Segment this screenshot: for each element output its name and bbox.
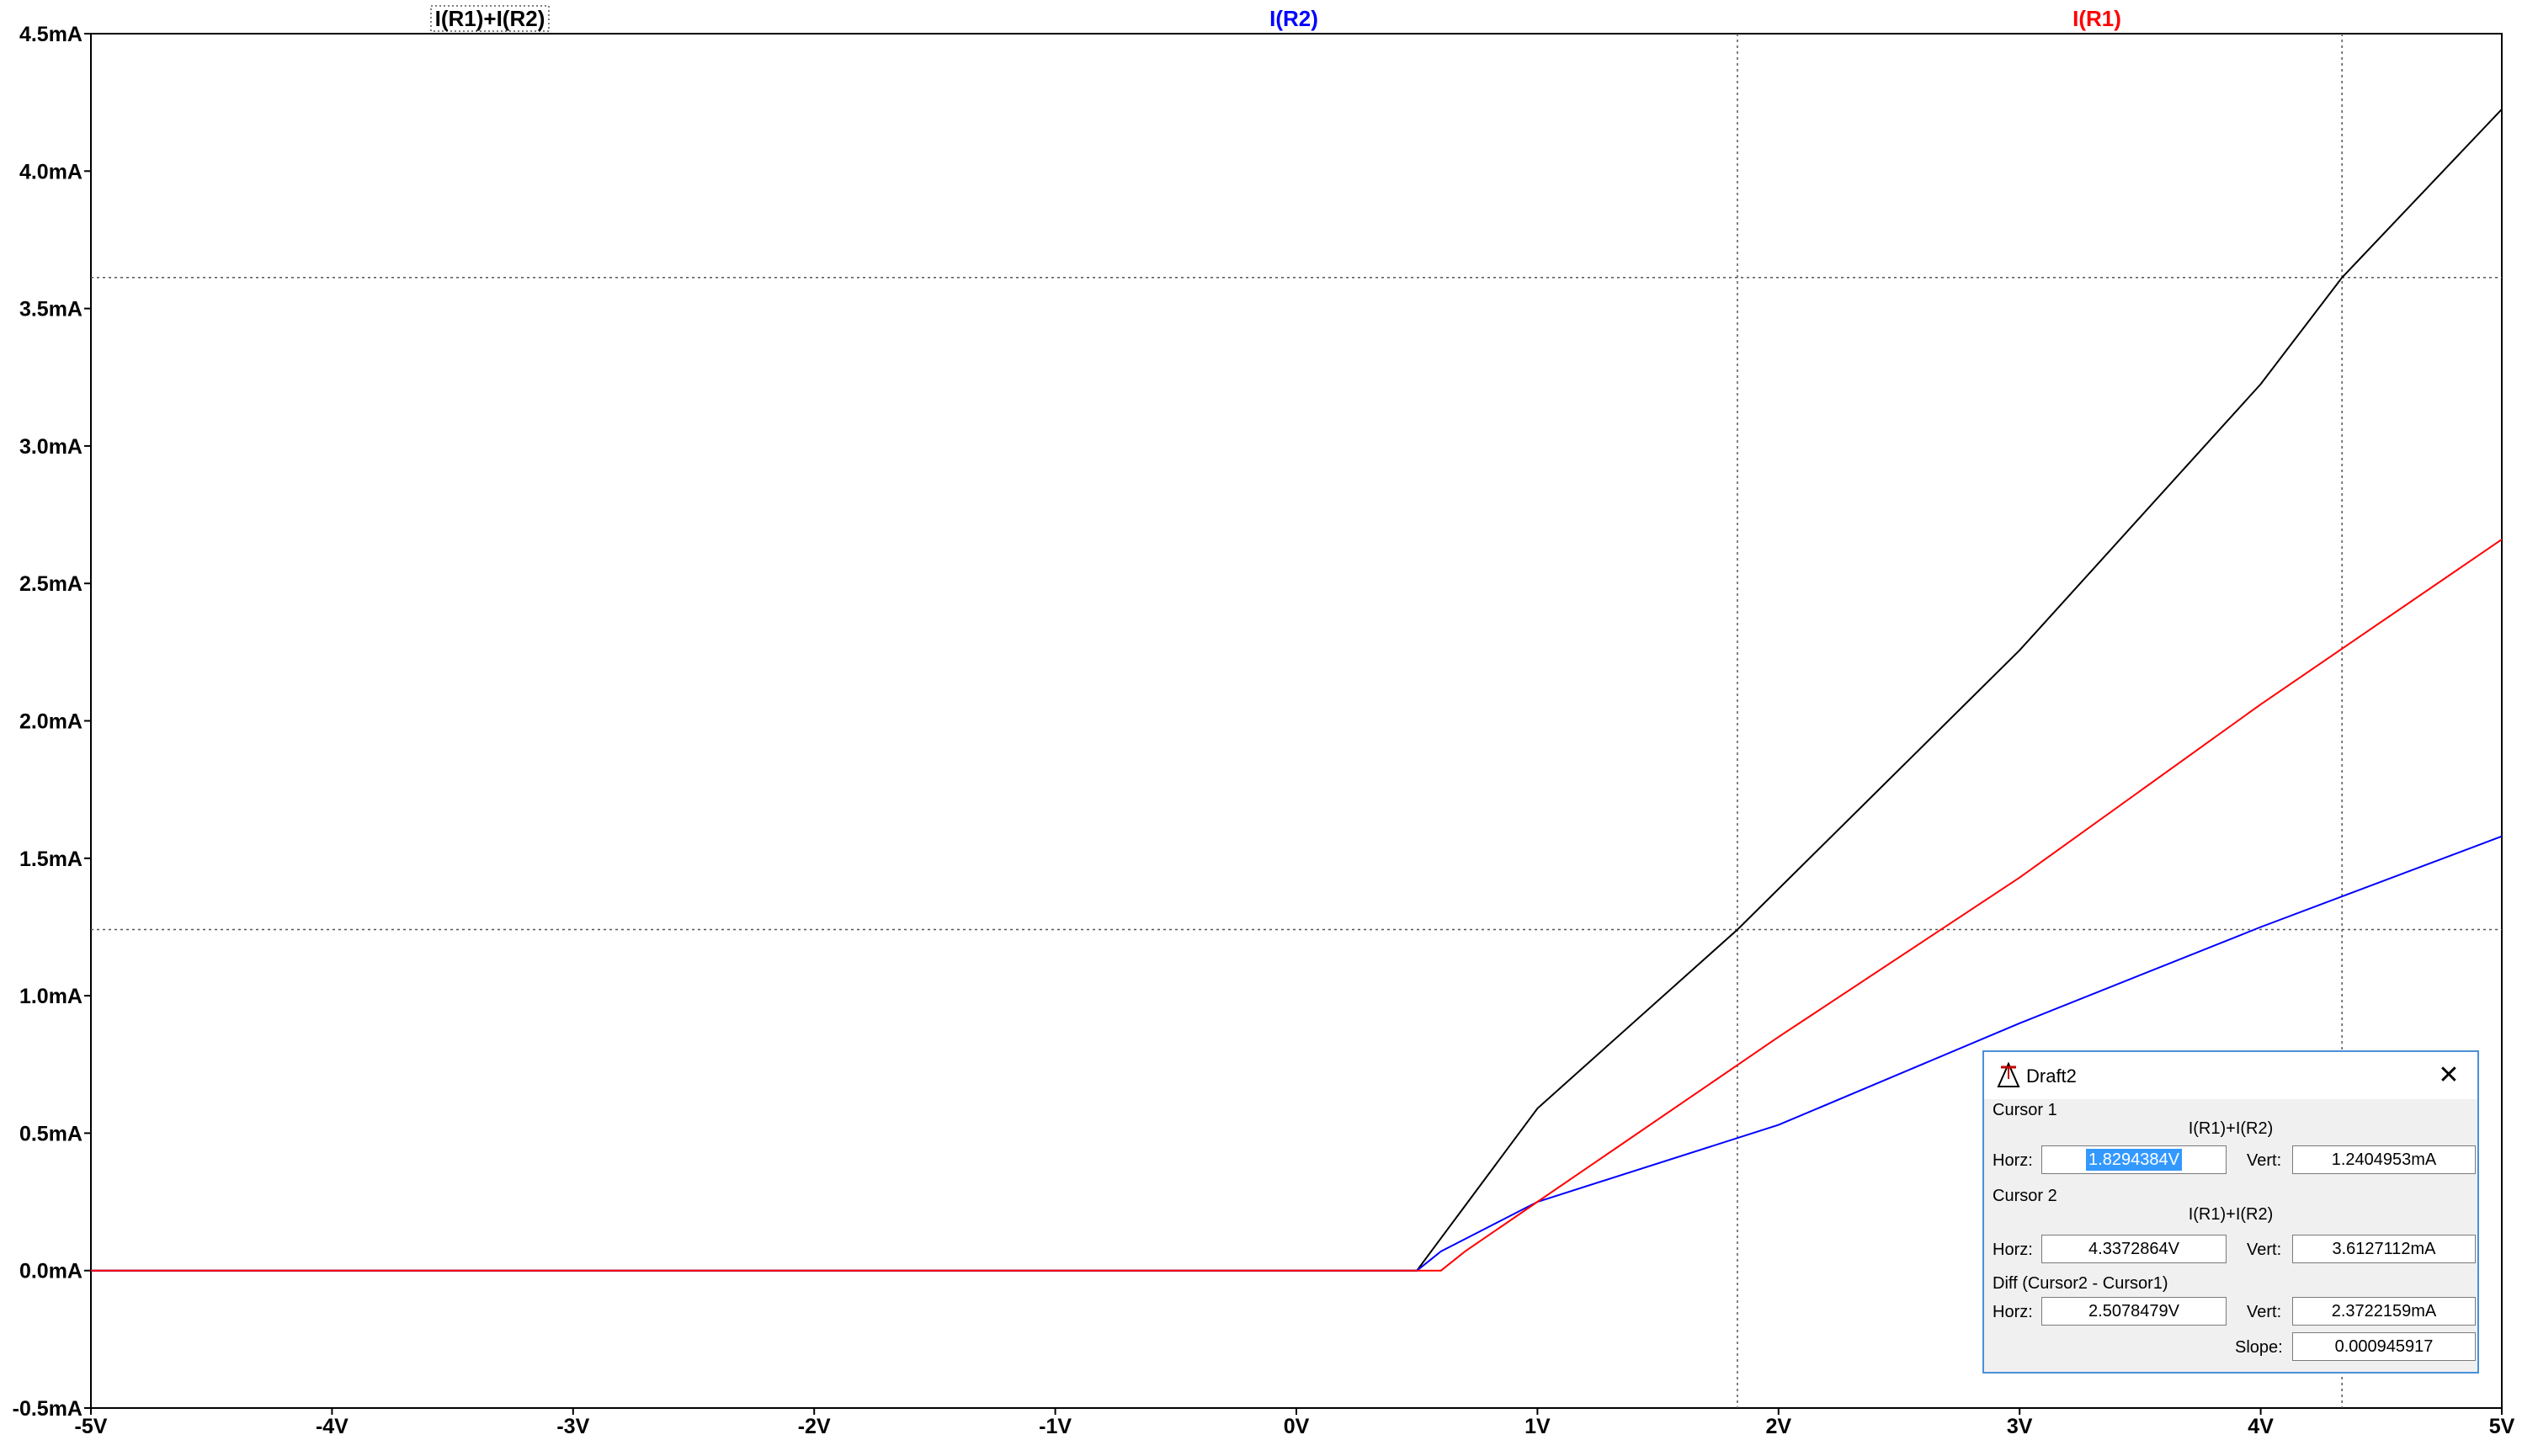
y-tick-label: 3.5mA	[19, 298, 82, 321]
dialog-titlebar[interactable]: Draft2 ✕	[1984, 1052, 2477, 1099]
trace-label[interactable]: I(R1)	[2072, 6, 2121, 31]
x-tick-label: 0V	[1284, 1415, 1310, 1438]
cursor2-vert-label: Vert:	[2247, 1241, 2282, 1259]
trace-i-r2-[interactable]	[91, 835, 2503, 1272]
cursor1-vert-label: Vert:	[2247, 1151, 2282, 1170]
trace-i-r1-i-r2-[interactable]	[91, 109, 2503, 1272]
y-tick-label: 4.5mA	[19, 23, 82, 46]
cursor1-horz-value[interactable]: 1.8294384V	[2086, 1149, 2182, 1171]
cursor2-horz-label: Horz:	[1993, 1241, 2033, 1259]
cursor2-vert-field[interactable]: 3.6127112mA	[2292, 1235, 2476, 1263]
ltspice-app-icon	[1997, 1061, 2020, 1087]
cursor2-horz-field[interactable]: 4.3372864V	[2041, 1235, 2227, 1263]
trace-label[interactable]: I(R2)	[1269, 6, 1318, 31]
y-tick-label: 2.5mA	[19, 572, 82, 596]
cursor2-trace: I(R1)+I(R2)	[2188, 1205, 2274, 1224]
x-tick-label: 3V	[2007, 1415, 2033, 1438]
cursor1-trace: I(R1)+I(R2)	[2188, 1119, 2274, 1138]
cursor1-vert-field[interactable]: 1.2404953mA	[2292, 1145, 2476, 1174]
y-tick-label: 2.0mA	[19, 710, 82, 734]
x-tick-label: -2V	[798, 1415, 831, 1438]
diff-vert-field[interactable]: 2.3722159mA	[2292, 1297, 2476, 1326]
diff-horz-field[interactable]: 2.5078479V	[2041, 1297, 2227, 1326]
y-tick-label: 3.0mA	[19, 435, 82, 459]
trace-i-r1-[interactable]	[91, 539, 2503, 1272]
slope-field[interactable]: 0.000945917	[2292, 1332, 2476, 1361]
x-tick-label: -3V	[556, 1415, 589, 1438]
x-tick-label: 2V	[1766, 1415, 1792, 1438]
y-tick-label: 4.0mA	[19, 160, 82, 183]
diff-horz-label: Horz:	[1993, 1303, 2033, 1321]
y-tick-label: 0.5mA	[19, 1122, 82, 1145]
x-tick-label: -5V	[75, 1415, 108, 1438]
x-tick-label: 1V	[1524, 1415, 1551, 1438]
y-tick-label: 1.5mA	[19, 848, 82, 871]
cursor1-label: Cursor 1	[1993, 1101, 2057, 1119]
x-tick-label: -4V	[316, 1415, 349, 1438]
close-icon[interactable]: ✕	[2438, 1061, 2460, 1089]
trace-label[interactable]: I(R1)+I(R2)	[435, 6, 545, 31]
cursor1-horz-label: Horz:	[1993, 1151, 2033, 1170]
x-tick-label: -1V	[1039, 1415, 1072, 1438]
diff-label: Diff (Cursor2 - Cursor1)	[1993, 1274, 2168, 1293]
diff-vert-label: Vert:	[2247, 1303, 2282, 1321]
dialog-title: Draft2	[2026, 1065, 2077, 1087]
cursor1-horz-field[interactable]: 1.8294384V	[2041, 1145, 2227, 1174]
x-tick-label: 5V	[2489, 1415, 2515, 1438]
trace-label-selection-box	[430, 5, 550, 32]
cursor-dialog[interactable]: Draft2 ✕ Cursor 1 I(R1)+I(R2) Horz: 1.82…	[1982, 1050, 2479, 1374]
x-tick-label: 4V	[2248, 1415, 2274, 1438]
y-tick-label: 0.0mA	[19, 1260, 82, 1283]
slope-label: Slope:	[2235, 1338, 2283, 1357]
y-tick-label: 1.0mA	[19, 985, 82, 1008]
y-tick-label: -0.5mA	[13, 1397, 82, 1421]
cursor2-label: Cursor 2	[1993, 1187, 2057, 1205]
